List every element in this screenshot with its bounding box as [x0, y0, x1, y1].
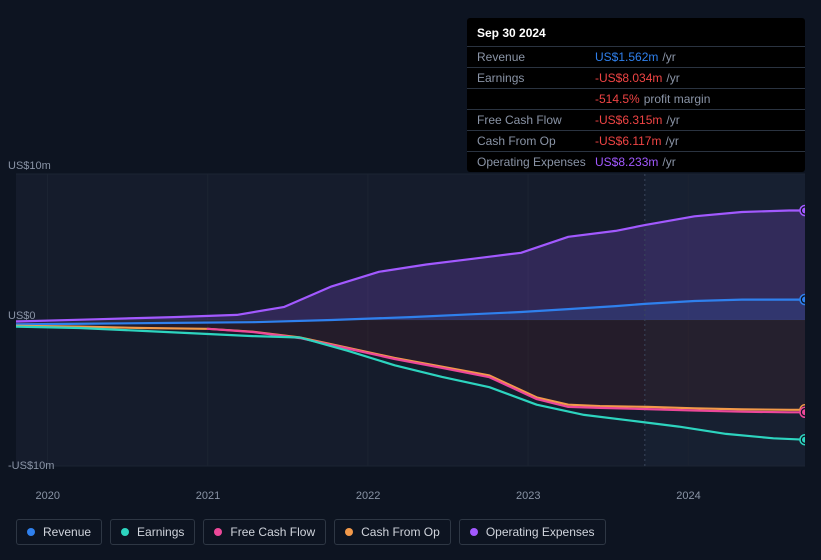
series-end-marker	[800, 407, 805, 417]
tooltip-metric-suffix: /yr	[665, 134, 678, 148]
tooltip-metric-value: -US$8.034m	[595, 71, 662, 85]
tooltip-metric-value: -US$6.117m	[595, 134, 661, 148]
legend-item-operating-expenses[interactable]: Operating Expenses	[459, 519, 606, 545]
x-tick-label: 2020	[36, 490, 60, 502]
y-tick-label: US$0	[8, 310, 36, 322]
tooltip-metric-label: Free Cash Flow	[477, 113, 595, 127]
legend-swatch-icon	[214, 528, 222, 536]
legend-swatch-icon	[27, 528, 35, 536]
legend-label: Earnings	[137, 525, 184, 539]
series-end-marker	[800, 295, 805, 305]
tooltip-metric-label: Revenue	[477, 50, 595, 64]
series-end-marker	[800, 206, 805, 216]
tooltip-row: Earnings-US$8.034m /yr	[467, 68, 805, 89]
y-tick-label: US$10m	[8, 160, 51, 172]
legend-swatch-icon	[345, 528, 353, 536]
tooltip-date: Sep 30 2024	[467, 18, 805, 47]
tooltip-metric-suffix: profit margin	[644, 92, 711, 106]
tooltip-metric-label: Cash From Op	[477, 134, 595, 148]
x-tick-label: 2024	[676, 490, 700, 502]
financials-chart[interactable]	[16, 158, 805, 478]
tooltip-row: RevenueUS$1.562m /yr	[467, 47, 805, 68]
tooltip-metric-value: -US$6.315m	[595, 113, 662, 127]
tooltip-row: Cash From Op-US$6.117m /yr	[467, 131, 805, 152]
tooltip-metric-label: Earnings	[477, 71, 595, 85]
x-tick-label: 2023	[516, 490, 540, 502]
tooltip-row: -514.5% profit margin	[467, 89, 805, 110]
legend-swatch-icon	[470, 528, 478, 536]
legend-label: Cash From Op	[361, 525, 440, 539]
chart-canvas	[16, 158, 805, 478]
series-end-marker	[800, 435, 805, 445]
tooltip-metric-label	[477, 92, 595, 106]
x-tick-label: 2022	[356, 490, 380, 502]
y-tick-label: -US$10m	[8, 460, 54, 472]
legend-label: Operating Expenses	[486, 525, 595, 539]
tooltip-metric-value: -514.5%	[595, 92, 640, 106]
x-tick-label: 2021	[196, 490, 220, 502]
legend-item-revenue[interactable]: Revenue	[16, 519, 102, 545]
tooltip-row: Free Cash Flow-US$6.315m /yr	[467, 110, 805, 131]
tooltip-metric-suffix: /yr	[666, 71, 679, 85]
legend-item-cash-from-op[interactable]: Cash From Op	[334, 519, 451, 545]
tooltip-metric-value: US$1.562m	[595, 50, 658, 64]
legend-item-earnings[interactable]: Earnings	[110, 519, 195, 545]
legend-label: Revenue	[43, 525, 91, 539]
legend-label: Free Cash Flow	[230, 525, 315, 539]
legend-item-free-cash-flow[interactable]: Free Cash Flow	[203, 519, 326, 545]
legend-swatch-icon	[121, 528, 129, 536]
chart-tooltip: Sep 30 2024 RevenueUS$1.562m /yrEarnings…	[467, 18, 805, 172]
tooltip-metric-suffix: /yr	[666, 113, 679, 127]
chart-legend: Revenue Earnings Free Cash Flow Cash From O…	[16, 519, 606, 545]
tooltip-metric-suffix: /yr	[662, 50, 675, 64]
